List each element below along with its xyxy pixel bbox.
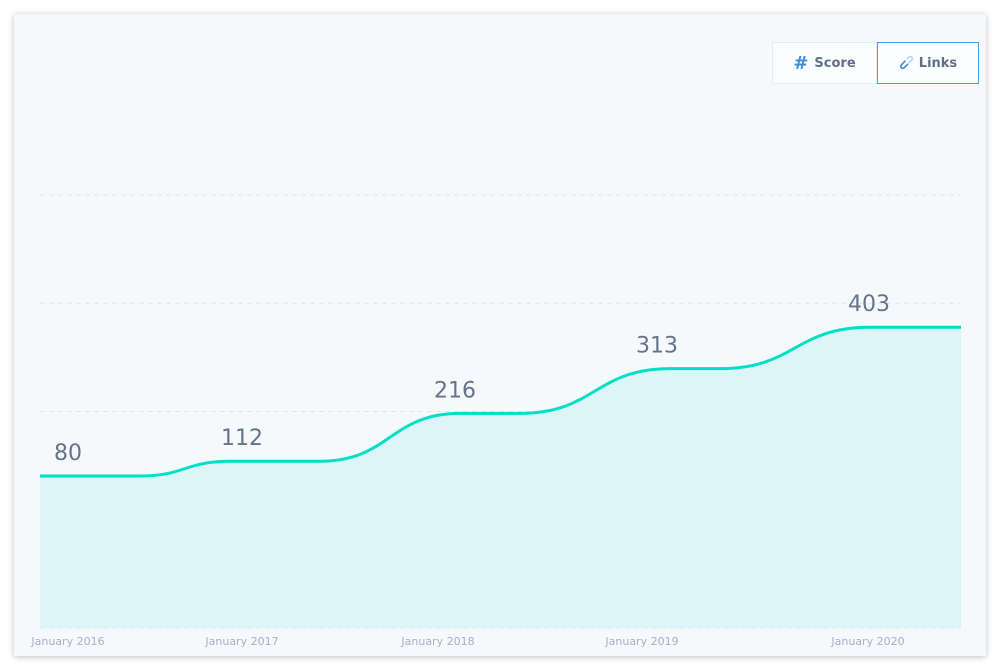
score-toggle-button[interactable]: # Score [772,42,877,84]
x-tick-label: January 2017 [204,635,278,648]
data-label: 112 [221,426,263,451]
x-tick-label: January 2019 [604,635,678,648]
links-toggle-button[interactable]: Links [877,42,979,84]
data-label: 313 [636,334,678,359]
link-icon [899,56,913,70]
data-label: 216 [434,378,476,403]
data-label: 403 [848,292,890,317]
x-tick-label: January 2020 [830,635,904,648]
data-label: 80 [54,441,82,466]
links-label: Links [918,55,958,71]
series-line [40,325,961,478]
area-fill [40,327,961,628]
hash-icon: # [793,52,809,74]
x-tick-label: January 2016 [30,635,104,648]
score-label: Score [814,55,856,71]
x-tick-label: January 2018 [400,635,474,648]
